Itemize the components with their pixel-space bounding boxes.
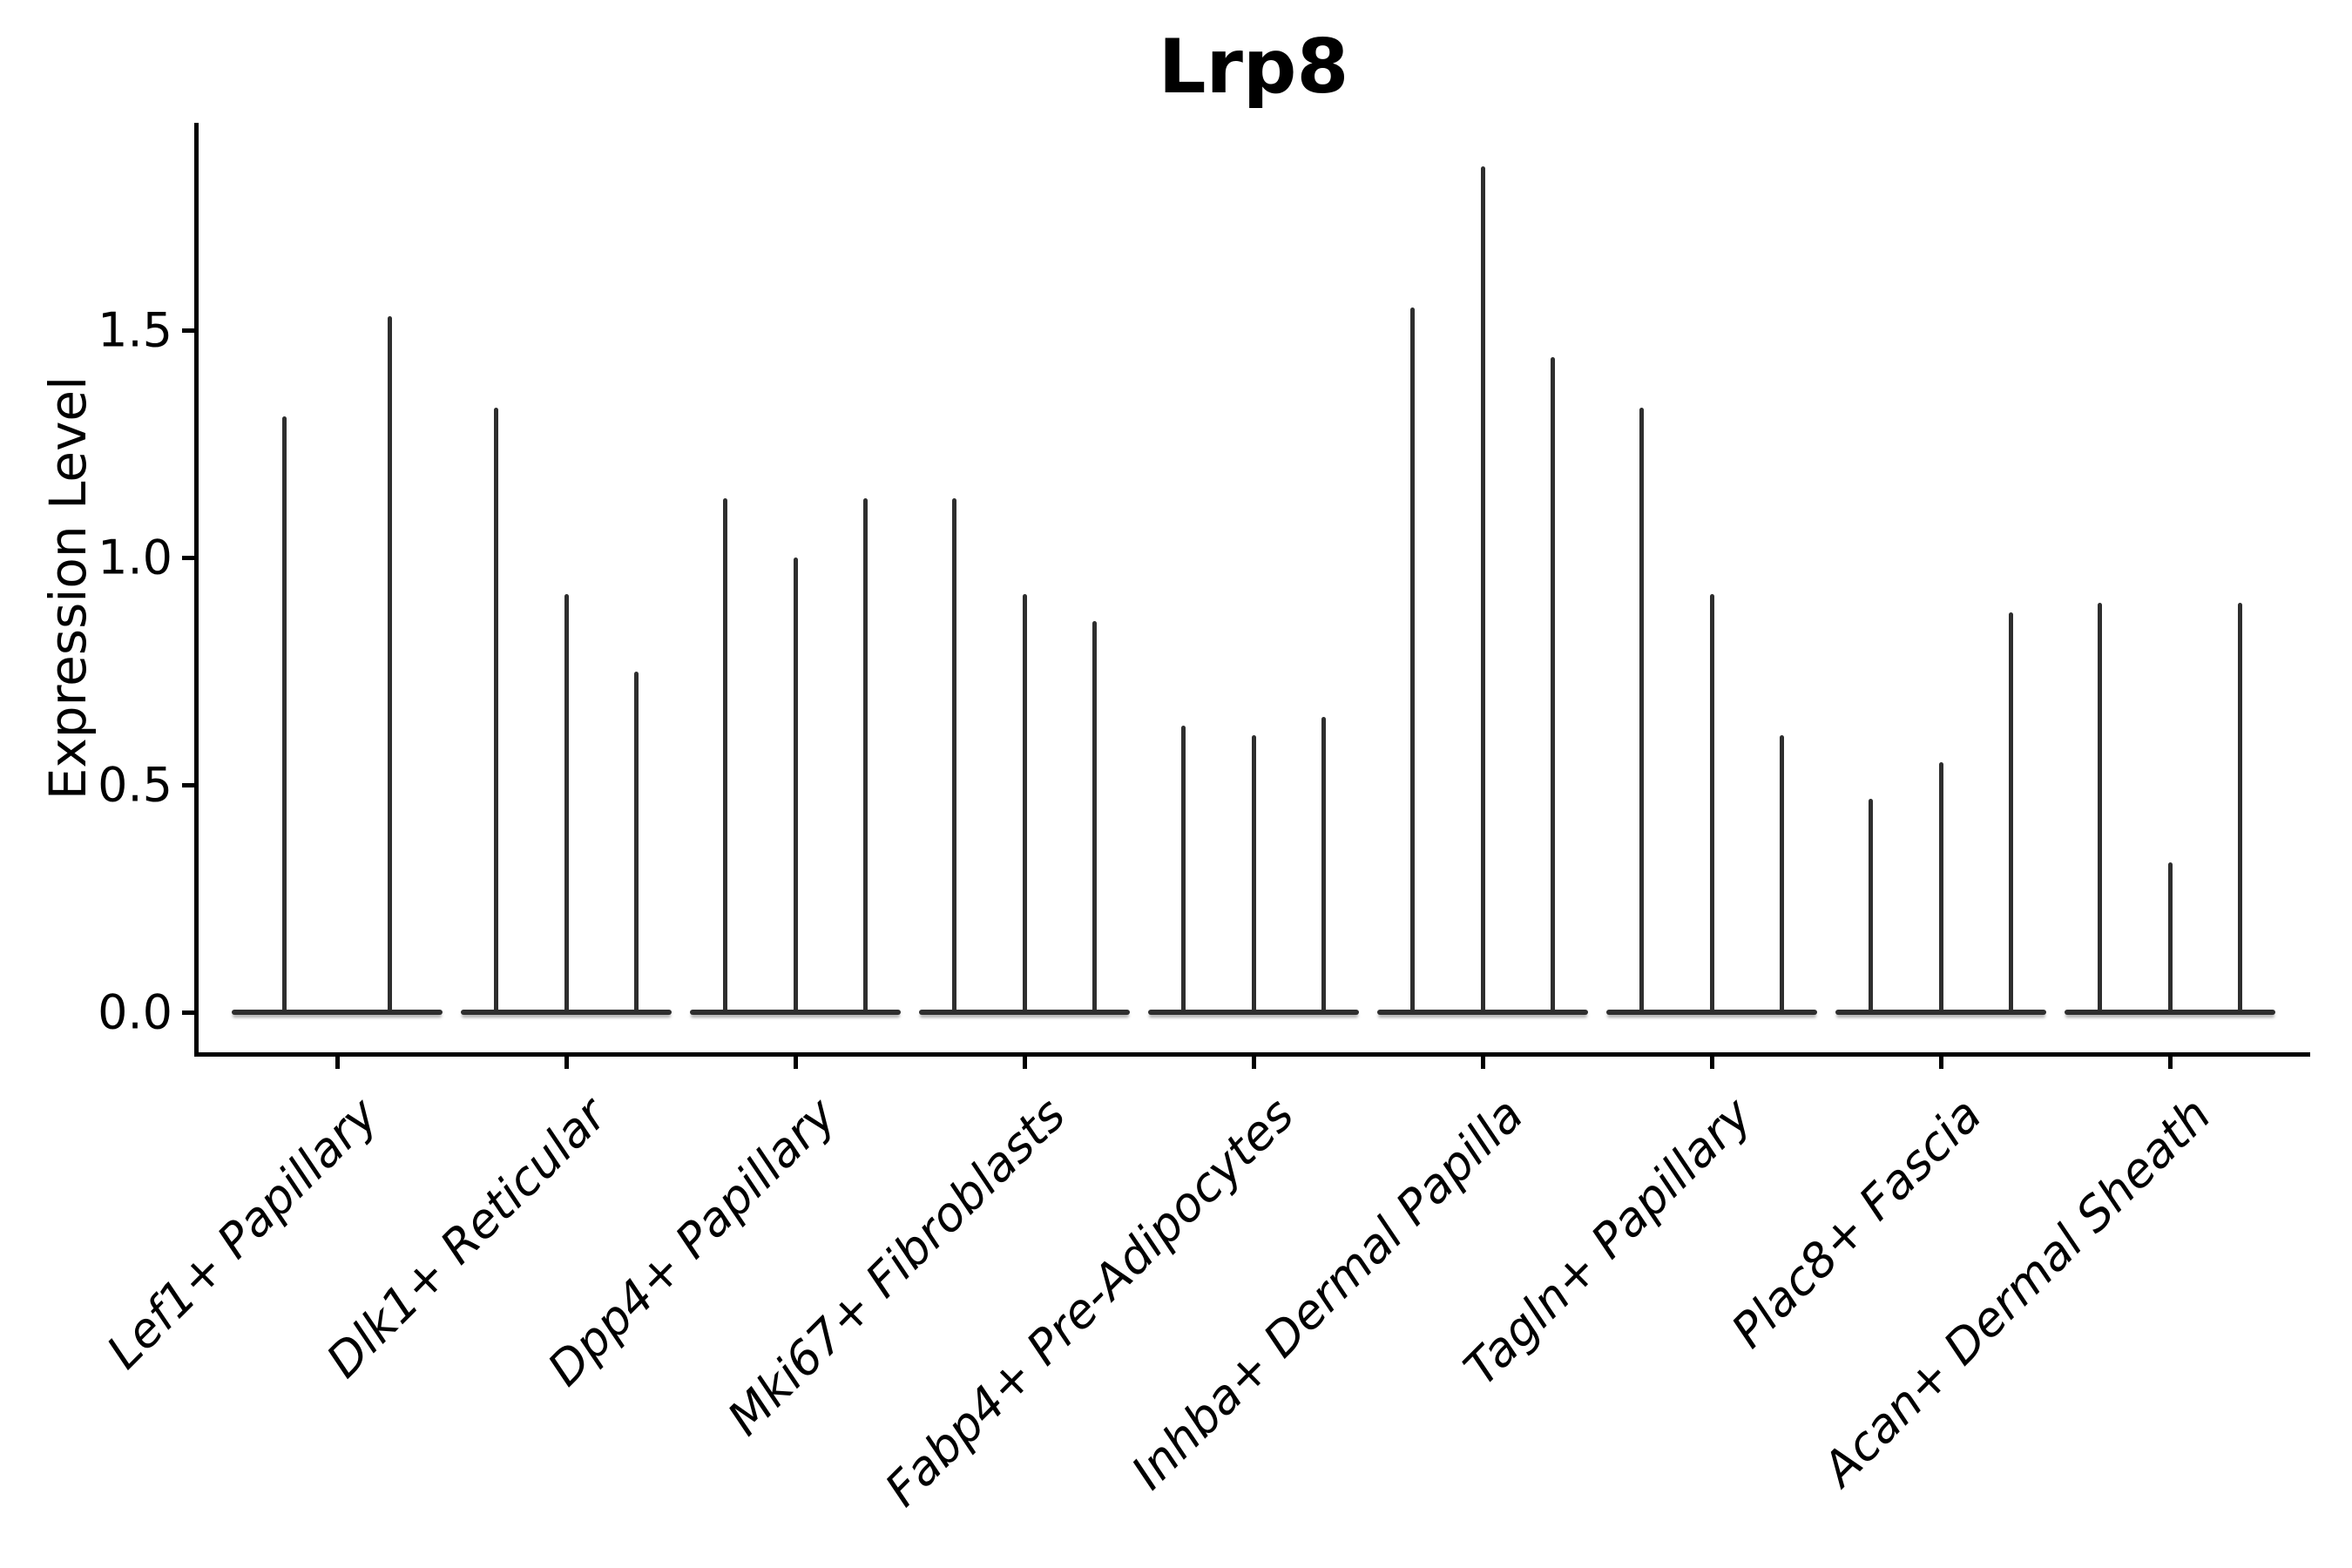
violin-spike: [1780, 734, 1785, 1012]
violin-spike: [1480, 166, 1485, 1012]
x-tick-label: Fabp4+ Pre-Adipocytes: [875, 1087, 1305, 1517]
violin-body: [1377, 1010, 1588, 1015]
y-tick: [182, 328, 195, 333]
violin-spike: [564, 593, 569, 1012]
x-tick: [1480, 1057, 1485, 1069]
violin-spike: [2009, 612, 2014, 1012]
x-tick: [2167, 1057, 2173, 1069]
y-tick: [182, 782, 195, 787]
y-tick-label: 0.5: [98, 757, 172, 813]
violin-spike: [493, 407, 498, 1012]
x-tick: [1022, 1057, 1027, 1069]
violin-body: [1606, 1010, 1817, 1015]
violin-spike: [1022, 593, 1027, 1012]
violin-spike: [634, 671, 639, 1012]
violin-spike: [1251, 734, 1256, 1012]
violin-body: [232, 1010, 443, 1015]
y-tick: [182, 1010, 195, 1015]
y-tick-label: 1.5: [98, 302, 172, 358]
violin-spike: [1709, 593, 1714, 1012]
violin-spike: [2167, 862, 2173, 1012]
x-tick: [1938, 1057, 1943, 1069]
x-axis-spine: [194, 1052, 2310, 1057]
violin-body: [461, 1010, 672, 1015]
violin-spike: [793, 558, 798, 1012]
y-tick: [182, 555, 195, 560]
y-axis-label: Expression Level: [38, 375, 98, 801]
violin-spike: [282, 416, 287, 1012]
x-tick-label: Inhba+ Dermal Papilla: [1120, 1087, 1534, 1500]
violin-spike: [388, 316, 392, 1012]
violin-spike: [1321, 716, 1327, 1012]
y-tick-label: 0.0: [98, 984, 172, 1040]
y-tick-label: 1.0: [98, 530, 172, 585]
violin-body: [2065, 1010, 2275, 1015]
chart-title: Lrp8: [1158, 24, 1349, 111]
violin-spike: [863, 498, 868, 1012]
violin-body: [1148, 1010, 1359, 1015]
violin-spike: [1868, 798, 1873, 1012]
violin-spike: [1092, 621, 1098, 1012]
violin-spike: [2238, 603, 2243, 1012]
y-axis-spine: [194, 123, 199, 1057]
x-tick-label: Acan+ Dermal Sheath: [1811, 1087, 2221, 1497]
violin-spike: [722, 498, 727, 1012]
violin-body: [1835, 1010, 2046, 1015]
x-tick: [564, 1057, 569, 1069]
violin-spike: [1551, 357, 1556, 1012]
violin-spike: [1180, 726, 1186, 1012]
x-tick: [793, 1057, 798, 1069]
violin-spike: [2097, 603, 2102, 1012]
x-tick: [1251, 1057, 1256, 1069]
violin-spike: [1938, 761, 1943, 1012]
violin-spike: [1409, 307, 1415, 1012]
x-tick: [1709, 1057, 1714, 1069]
violin-body: [919, 1010, 1130, 1015]
violin-spike: [951, 498, 956, 1012]
violin-spike: [1639, 407, 1644, 1012]
x-tick: [335, 1057, 340, 1069]
violin-body: [690, 1010, 901, 1015]
